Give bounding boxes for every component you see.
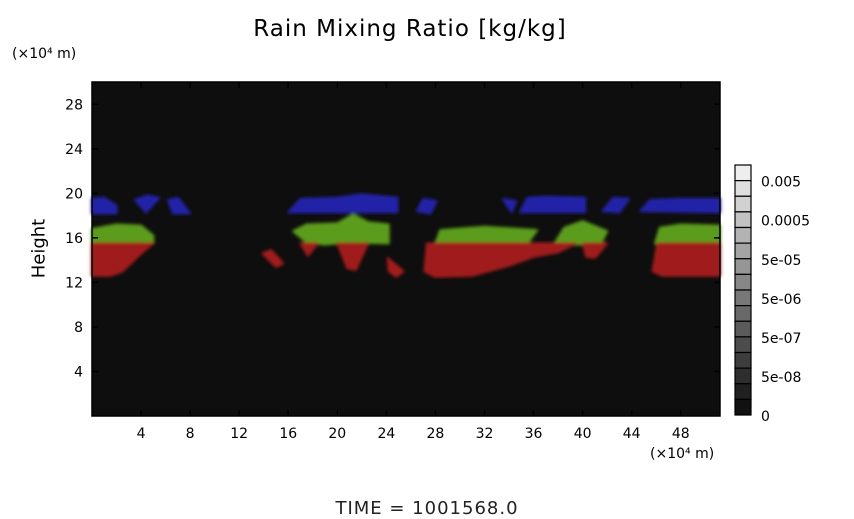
colorbar-level xyxy=(734,383,752,400)
region-blue xyxy=(519,195,587,214)
region-red xyxy=(386,256,405,278)
region-blue xyxy=(639,197,721,214)
colorbar-level xyxy=(734,195,752,213)
x-tick-label: 40 xyxy=(574,426,592,442)
x-tick-label: 8 xyxy=(186,426,195,442)
colorbar-level xyxy=(734,273,752,291)
colorbar-level xyxy=(734,211,752,229)
colorbar-label: 0.0005 xyxy=(761,214,810,230)
region-blue xyxy=(501,197,518,214)
colorbar-level xyxy=(734,320,752,338)
x-tick-label: 36 xyxy=(525,426,543,442)
region-blue xyxy=(287,193,399,214)
colorbar-label: 5e-06 xyxy=(761,292,801,308)
time-label: TIME = 1001568.0 xyxy=(335,498,519,519)
y-tick-label: 12 xyxy=(65,275,83,291)
x-tick-label: 48 xyxy=(672,426,690,442)
region-red xyxy=(299,242,319,257)
y-tick-label: 24 xyxy=(65,142,83,158)
y-tick-label: 20 xyxy=(65,186,83,202)
x-axis-unit: (×10⁴ m) xyxy=(650,446,715,462)
colorbar-level xyxy=(734,164,752,182)
colorbar-level xyxy=(734,289,752,307)
colorbar-level xyxy=(734,258,752,275)
region-red xyxy=(336,242,369,272)
region-red xyxy=(261,249,285,268)
colorbar-level xyxy=(734,336,752,354)
region-green xyxy=(434,225,539,245)
colorbar-level xyxy=(734,398,752,416)
x-tick-label: 4 xyxy=(137,426,146,442)
colorbar-level xyxy=(734,226,752,244)
region-blue xyxy=(416,197,438,215)
x-tick-label: 24 xyxy=(377,426,395,442)
region-blue xyxy=(133,194,161,214)
colorbar-level xyxy=(734,180,752,197)
x-tick-label: 44 xyxy=(623,426,641,442)
colorbar-level xyxy=(734,351,752,369)
region-red xyxy=(423,242,578,278)
x-tick-label: 28 xyxy=(427,426,445,442)
colorbar-label: 5e-05 xyxy=(761,253,801,269)
y-axis-unit: (×10⁴ m) xyxy=(12,46,77,62)
x-tick-label: 12 xyxy=(230,426,248,442)
colorbar-label: 0 xyxy=(761,409,770,425)
x-tick-label: 16 xyxy=(279,426,297,442)
colorbar-label: 0.005 xyxy=(761,175,801,191)
region-green xyxy=(654,223,721,245)
y-tick-label: 8 xyxy=(74,320,83,336)
chart-title: Rain Mixing Ratio [kg/kg] xyxy=(253,16,567,42)
region-red xyxy=(651,242,721,277)
colorbar-level xyxy=(734,367,752,385)
plot-frame xyxy=(91,81,721,417)
colorbar-label: 5e-07 xyxy=(761,331,801,347)
region-red xyxy=(581,242,609,259)
plot-background xyxy=(92,82,720,416)
region-blue xyxy=(601,196,631,214)
y-tick-label: 4 xyxy=(74,364,83,380)
x-tick-label: 20 xyxy=(328,426,346,442)
colorbar-label: 5e-08 xyxy=(761,370,801,386)
y-tick-label: 28 xyxy=(65,97,83,113)
region-green xyxy=(292,213,390,246)
colorbar-level xyxy=(734,242,752,260)
x-tick-label: 32 xyxy=(476,426,494,442)
region-blue xyxy=(167,196,192,215)
colorbar-level xyxy=(734,305,752,322)
y-tick-label: 16 xyxy=(65,231,83,247)
region-green xyxy=(91,223,155,245)
